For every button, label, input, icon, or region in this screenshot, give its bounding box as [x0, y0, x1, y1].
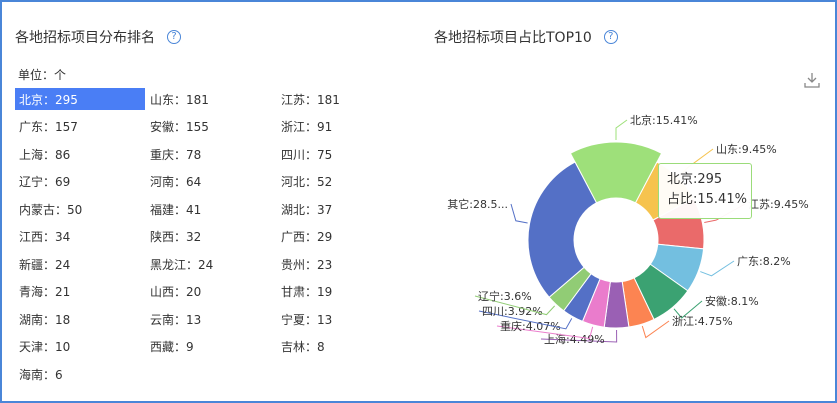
- ranking-item[interactable]: 吉林：8: [281, 340, 325, 354]
- ranking-item[interactable]: 黑龙江：24: [150, 257, 214, 272]
- slice-label: 广东:8.2%: [737, 255, 791, 268]
- ranking-item[interactable]: 辽宁：69: [19, 175, 71, 189]
- ranking-item[interactable]: 山东：181: [150, 92, 209, 107]
- ranking-item[interactable]: 海南：6: [19, 367, 63, 382]
- ranking-item[interactable]: 新疆：24: [19, 257, 71, 272]
- ranking-item[interactable]: 西藏：9: [150, 340, 194, 354]
- ranking-item[interactable]: 江西：34: [19, 230, 71, 244]
- help-circle-icon[interactable]: ?: [167, 30, 181, 44]
- ranking-item[interactable]: 四川：75: [281, 147, 333, 162]
- ranking-item[interactable]: 河南：64: [150, 175, 202, 189]
- ranking-item[interactable]: 内蒙古：50: [19, 202, 83, 217]
- tooltip-line1: 北京:295: [667, 172, 723, 187]
- slice-label: 北京:15.41%: [630, 113, 698, 127]
- ranking-grid: 北京：295 山东：181 江苏：181 广东：157 安徽：155 浙江：91 上海：86…: [15, 87, 355, 390]
- leader-line: [540, 329, 618, 343]
- ranking-item[interactable]: 宁夏：13: [281, 312, 333, 327]
- leader-line: [673, 300, 703, 319]
- slice-label: 江苏:9.45%: [748, 198, 809, 211]
- ranking-item[interactable]: 上海：86: [19, 147, 71, 162]
- left-panel-title-row: 各地招标项目分布排名 ?: [15, 27, 181, 47]
- ranking-item[interactable]: 陕西：32: [150, 230, 202, 244]
- ranking-item[interactable]: 浙江：91: [281, 120, 333, 134]
- ranking-item[interactable]: 湖北：37: [281, 202, 333, 217]
- help-circle-icon[interactable]: ?: [603, 30, 618, 44]
- slice-label: 浙江:4.75%: [672, 315, 733, 328]
- ranking-item[interactable]: 广东：157: [19, 120, 78, 134]
- donut-chart: 北京:15.41% 山东:9.45% 江苏:9.45% 广东:8.2% 安徽:8.1% 浙…: [447, 113, 809, 346]
- slice-label: 其它:28.5...: [447, 197, 508, 211]
- ranking-item[interactable]: 江苏：181: [281, 92, 340, 107]
- ranking-item[interactable]: 河北：52: [281, 175, 333, 189]
- ranking-item[interactable]: 福建：41: [150, 202, 202, 217]
- slice-label: 四川:3.92%: [482, 305, 543, 318]
- right-panel-title-row: 各地招标项目占比TOP10 ?: [434, 27, 618, 47]
- right-panel-title: 各地招标项目占比TOP10: [434, 30, 592, 46]
- ranking-item[interactable]: 北京：295: [15, 88, 145, 110]
- unit-label: 单位：个: [18, 68, 67, 82]
- slice-label: 上海:4.49%: [544, 332, 605, 346]
- ranking-item[interactable]: 湖南：18: [19, 312, 71, 327]
- ranking-item[interactable]: 青海：21: [19, 285, 71, 299]
- ranking-item[interactable]: 贵州：23: [281, 257, 333, 272]
- leader-line: [615, 119, 628, 140]
- ranking-item[interactable]: 广西：29: [281, 230, 333, 244]
- slice-label: 山东:9.45%: [716, 143, 777, 156]
- slice-label: 安徽:8.1%: [705, 294, 759, 308]
- slice-label: 重庆:4.07%: [500, 319, 561, 333]
- download-icon[interactable]: [803, 71, 821, 89]
- ranking-item[interactable]: 安徽：155: [150, 120, 209, 134]
- leader-line: [641, 320, 670, 339]
- ranking-item[interactable]: 山西：20: [150, 285, 202, 299]
- ranking-item[interactable]: 天津：10: [19, 340, 71, 354]
- ranking-item[interactable]: 云南：13: [150, 312, 202, 327]
- ranking-item[interactable]: 甘肃：19: [281, 285, 333, 299]
- leader-line: [510, 203, 528, 224]
- leader-line: [474, 295, 556, 316]
- donut-slice[interactable]: [527, 161, 598, 298]
- ranking-item[interactable]: 重庆：78: [150, 147, 202, 162]
- left-panel-title: 各地招标项目分布排名: [15, 30, 155, 46]
- tooltip-line2: 占比:15.41%: [667, 192, 747, 207]
- donut-slice[interactable]: [569, 141, 663, 204]
- slice-label: 辽宁:3.6%: [478, 289, 532, 303]
- chart-tooltip: 北京:295 占比:15.41%: [658, 163, 752, 219]
- leader-line: [478, 310, 573, 330]
- leader-line: [496, 325, 594, 340]
- leader-line: [700, 260, 735, 277]
